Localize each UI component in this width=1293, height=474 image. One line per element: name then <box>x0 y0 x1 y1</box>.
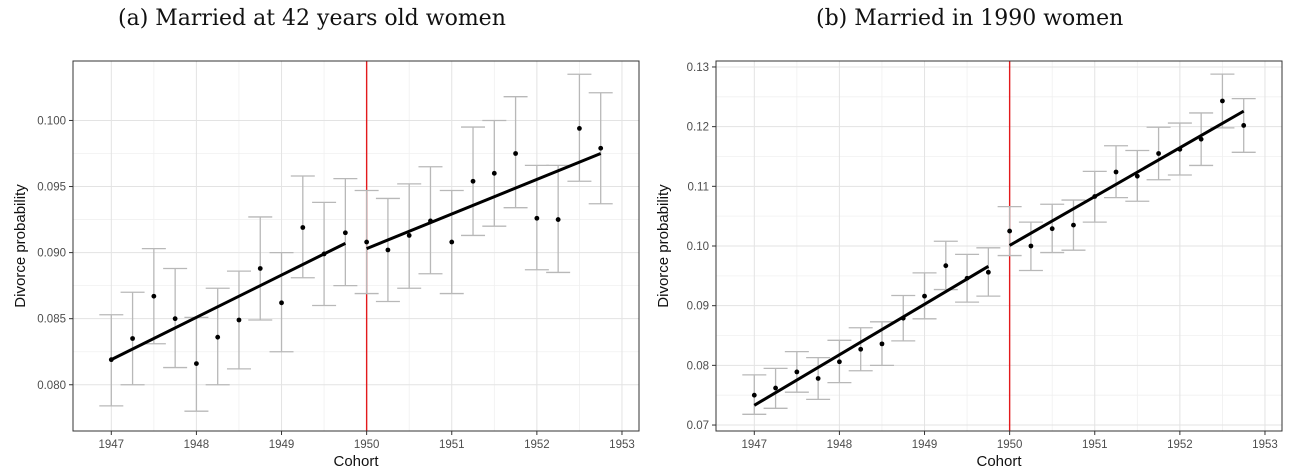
data-point <box>1220 98 1225 104</box>
y-tick-label: 0.11 <box>687 181 709 193</box>
y-tick-label: 0.08 <box>687 360 709 372</box>
plot-border <box>72 60 640 432</box>
data-point <box>837 359 842 365</box>
data-point <box>922 293 927 299</box>
data-point <box>1028 243 1034 249</box>
data-point <box>555 217 561 222</box>
chart-title: (b) Married in 1990 women <box>816 6 1124 31</box>
plot-background <box>73 61 639 431</box>
data-point <box>751 392 757 398</box>
data-point <box>1071 222 1076 228</box>
x-tick-label: 1948 <box>184 439 210 451</box>
x-tick-label: 1951 <box>1082 439 1108 451</box>
x-tick-label: 1947 <box>742 439 768 451</box>
data-point <box>449 239 455 245</box>
data-point <box>172 316 178 322</box>
y-tick-label: 0.07 <box>687 420 709 432</box>
data-point <box>964 275 970 281</box>
data-point <box>879 341 885 347</box>
y-tick-label: 0.12 <box>687 122 709 134</box>
x-tick-label: 1949 <box>269 439 295 451</box>
fit-line <box>1008 109 1245 247</box>
data-point <box>300 225 306 230</box>
x-tick-label: 1950 <box>997 439 1023 451</box>
x-tick-label: 1952 <box>1167 439 1193 451</box>
x-tick-label: 1953 <box>1252 439 1278 451</box>
data-point <box>1241 123 1247 128</box>
data-point <box>1007 228 1013 234</box>
x-tick-label: 1947 <box>99 439 125 451</box>
fit-line <box>366 152 602 251</box>
data-point <box>534 215 540 221</box>
data-point <box>279 300 284 306</box>
x-tick-label: 1950 <box>354 439 380 451</box>
y-tick-label: 0.095 <box>37 182 66 194</box>
data-point <box>1092 194 1098 199</box>
data-point <box>794 369 800 375</box>
y-tick-label: 0.080 <box>37 380 66 392</box>
y-tick-label: 0.10 <box>687 241 709 253</box>
data-point <box>364 239 370 245</box>
chart-title: (a) Married at 42 years old women <box>118 6 506 31</box>
data-point <box>342 230 348 236</box>
y-axis-label: Divorce probability <box>12 184 29 308</box>
x-tick-label: 1953 <box>609 439 635 451</box>
data-point <box>513 151 518 156</box>
data-point <box>321 251 327 257</box>
data-point <box>943 263 949 269</box>
x-tick-label: 1948 <box>827 439 853 451</box>
data-point <box>428 218 433 224</box>
data-point <box>151 293 157 299</box>
data-point <box>985 269 991 275</box>
data-point <box>385 247 391 253</box>
data-point <box>108 357 114 363</box>
data-point <box>900 315 906 321</box>
y-tick-label: 0.09 <box>687 301 709 313</box>
data-point <box>577 125 582 131</box>
y-tick-label: 0.13 <box>687 62 709 74</box>
data-point <box>598 145 604 151</box>
x-axis-label: Cohort <box>333 453 379 470</box>
data-point <box>1177 146 1183 152</box>
data-point <box>470 178 476 184</box>
data-point <box>491 170 497 176</box>
data-point <box>1113 169 1119 175</box>
fit-line <box>753 265 990 407</box>
x-tick-label: 1949 <box>912 439 938 451</box>
data-point <box>815 376 821 381</box>
data-point <box>1049 226 1055 232</box>
data-point <box>1156 151 1161 156</box>
data-point <box>130 336 135 341</box>
data-point <box>858 346 864 352</box>
fit-line <box>110 242 347 361</box>
data-point <box>773 385 778 391</box>
data-point <box>236 317 242 323</box>
data-point <box>194 361 199 367</box>
y-axis-label: Divorce probability <box>655 184 672 308</box>
x-tick-label: 1951 <box>439 439 465 451</box>
data-point <box>257 266 263 271</box>
y-tick-label: 0.090 <box>37 248 66 260</box>
data-point <box>1198 136 1204 142</box>
x-axis-label: Cohort <box>976 453 1022 470</box>
x-tick-label: 1952 <box>524 439 550 451</box>
data-point <box>215 334 221 340</box>
data-point <box>406 233 412 238</box>
y-tick-label: 0.085 <box>37 314 66 326</box>
data-point <box>1134 173 1140 179</box>
y-tick-label: 0.100 <box>37 115 66 127</box>
